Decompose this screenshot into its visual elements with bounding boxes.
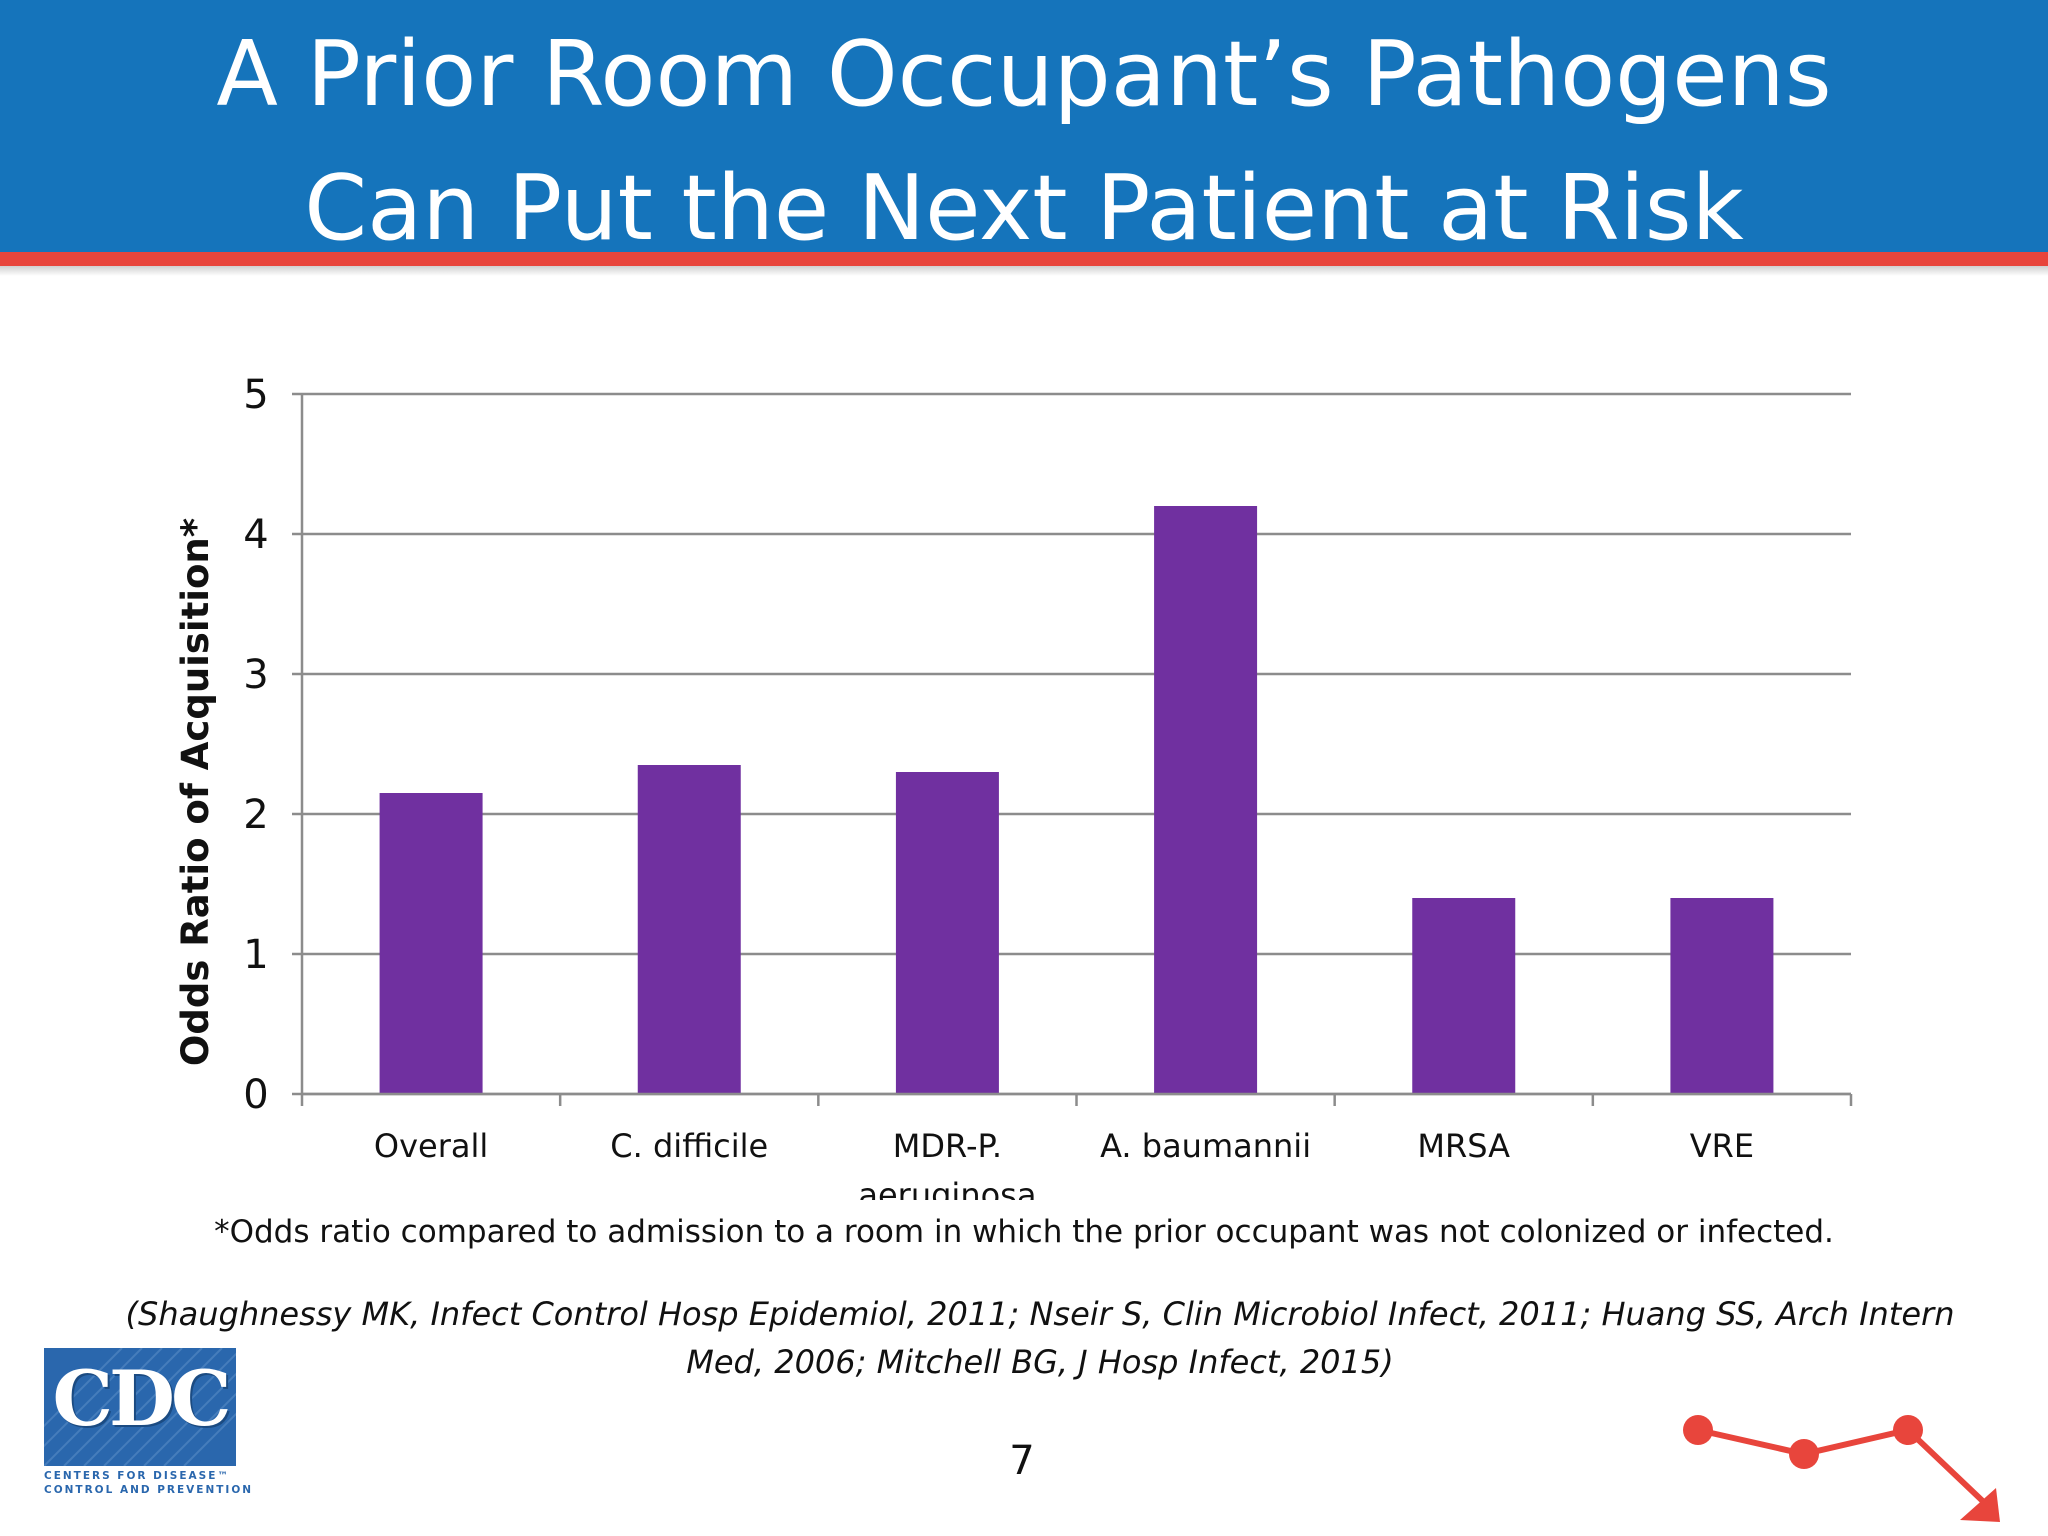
x-category-label: C. difficile bbox=[610, 1127, 768, 1165]
trend-point bbox=[1683, 1415, 1713, 1445]
bar bbox=[1670, 898, 1774, 1094]
bar bbox=[379, 793, 483, 1094]
bar bbox=[895, 772, 999, 1094]
y-tick-label: 3 bbox=[243, 652, 268, 698]
y-tick-label: 5 bbox=[243, 372, 268, 418]
bar bbox=[1154, 506, 1258, 1094]
cdc-logo: CDC CENTERS FOR DISEASE™ CONTROL AND PRE… bbox=[44, 1348, 254, 1498]
x-category-label: MRSA bbox=[1417, 1127, 1510, 1165]
cdc-logo-lines bbox=[44, 1348, 236, 1466]
title-shadow bbox=[0, 266, 2048, 276]
y-axis-title: Odds Ratio of Acquisition* bbox=[174, 518, 217, 1066]
cdc-logo-tagline-2: CONTROL AND PREVENTION bbox=[44, 1484, 254, 1496]
trend-point bbox=[1789, 1439, 1819, 1469]
cdc-logo-letters: CDC bbox=[52, 1354, 232, 1443]
slide-title: A Prior Room Occupant’s Pathogens Can Pu… bbox=[0, 8, 2048, 276]
x-category-label: aeruginosa bbox=[858, 1176, 1036, 1200]
title-banner bbox=[0, 0, 2048, 252]
slide-title-line-2: Can Put the Next Patient at Risk bbox=[304, 156, 1744, 261]
x-category-label: Overall bbox=[374, 1127, 488, 1165]
bar bbox=[1412, 898, 1516, 1094]
slide-title-line-1: A Prior Room Occupant’s Pathogens bbox=[216, 22, 1832, 127]
x-category-label: A. baumannii bbox=[1100, 1127, 1311, 1165]
citation-line-2: Med, 2006; Mitchell BG, J Hosp Infect, 2… bbox=[686, 1343, 1394, 1381]
cdc-logo-tagline-1: CENTERS FOR DISEASE™ bbox=[44, 1470, 230, 1482]
bar bbox=[637, 765, 741, 1094]
x-category-label: VRE bbox=[1690, 1127, 1754, 1165]
y-tick-label: 4 bbox=[243, 512, 268, 558]
title-underline bbox=[0, 252, 2048, 266]
trend-arrowhead bbox=[1960, 1488, 2000, 1522]
trend-line-down-icon bbox=[1683, 1415, 2000, 1522]
odds-ratio-bar-chart: 0 1 2 3 4 5 Odds Ratio of Acquisition* Overall C… bbox=[174, 372, 1853, 1200]
citation: (Shaughnessy MK, Infect Control Hosp Epi… bbox=[120, 1290, 1960, 1386]
footnote: *Odds ratio compared to admission to a r… bbox=[214, 1214, 1834, 1250]
y-tick-label: 2 bbox=[243, 792, 268, 838]
y-tick-label: 1 bbox=[243, 932, 268, 978]
y-tick-label: 0 bbox=[243, 1072, 268, 1118]
trend-line bbox=[1697, 1426, 1993, 1511]
page-number: 7 bbox=[1009, 1438, 1035, 1484]
x-category-label: MDR-P. bbox=[893, 1127, 1002, 1165]
cdc-logo-mark: CDC bbox=[44, 1348, 236, 1466]
citation-line-1: (Shaughnessy MK, Infect Control Hosp Epi… bbox=[125, 1295, 1955, 1333]
trend-point bbox=[1893, 1415, 1923, 1445]
